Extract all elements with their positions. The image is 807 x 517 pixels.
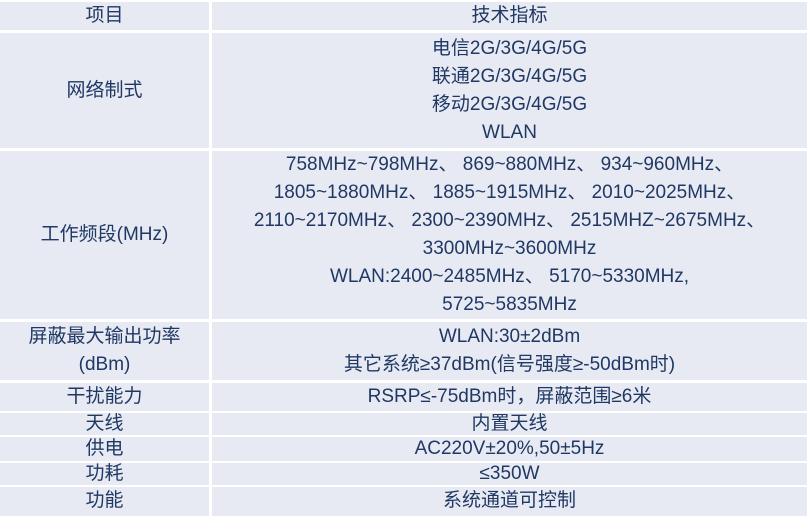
table-row: 干扰能力 RSRP≤-75dBm时，屏蔽范围≥6米: [0, 383, 807, 413]
item-label: 网络制式: [66, 79, 143, 101]
spec-line: AC220V±20%,50±5Hz: [414, 437, 605, 459]
header-spec-cell: 技术指标: [209, 2, 807, 30]
header-spec-label: 技术指标: [471, 5, 548, 26]
spec-line: 1805~1880MHz、 1885~1915MHz、 2010~2025MHz…: [273, 182, 746, 203]
spec-cell: 电信2G/3G/4G/5G 联通2G/3G/4G/5G 移动2G/3G/4G/5G W…: [209, 33, 807, 148]
spec-cell: ≤350W: [209, 463, 807, 485]
spec-line: 系统通道可控制: [442, 490, 576, 512]
table-row: 屏蔽最大输出功率 (dBm) WLAN:30±2dBm 其它系统≥37dBm(信号强…: [0, 322, 807, 383]
table-row: 供电 AC220V±20%,50±5Hz: [0, 437, 807, 463]
spec-line: 联通2G/3G/4G/5G: [431, 65, 588, 87]
item-cell: 供电: [0, 437, 209, 461]
spec-line: 内置天线: [471, 412, 548, 434]
spec-line: 758MHz~798MHz、 869~880MHz、 934~960MHz、: [285, 154, 734, 175]
item-cell: 干扰能力: [0, 383, 209, 411]
item-label: 功能: [85, 490, 124, 512]
item-label: 工作频段(MHz): [40, 224, 169, 245]
table-header-row: 项目 技术指标: [0, 0, 807, 33]
spec-line: 其它系统≥37dBm(信号强度≥-50dBm时): [343, 354, 676, 375]
spec-line: 2110~2170MHz、 2300~2390MHz、 2515MHZ~2675…: [253, 210, 766, 231]
item-label: 供电: [85, 437, 124, 459]
spec-line: WLAN: [482, 121, 537, 143]
item-label: (dBm): [78, 354, 131, 375]
table-row: 网络制式 电信2G/3G/4G/5G 联通2G/3G/4G/5G 移动2G/3G/4…: [0, 33, 807, 151]
item-cell: 工作频段(MHz): [0, 151, 209, 319]
spec-line: 电信2G/3G/4G/5G: [431, 37, 588, 59]
spec-cell: RSRP≤-75dBm时，屏蔽范围≥6米: [209, 383, 807, 411]
table-row: 工作频段(MHz) 758MHz~798MHz、 869~880MHz、 934…: [0, 151, 807, 322]
item-cell: 天线: [0, 413, 209, 435]
spec-line: WLAN:2400~2485MHz、 5170~5330MHz,: [329, 266, 690, 287]
spec-cell: 758MHz~798MHz、 869~880MHz、 934~960MHz、 18…: [209, 151, 807, 319]
spec-line: RSRP≤-75dBm时，屏蔽范围≥6米: [367, 385, 652, 407]
item-label: 天线: [85, 412, 124, 434]
header-item-cell: 项目: [0, 2, 209, 30]
table-row: 功耗 ≤350W: [0, 463, 807, 487]
spec-cell: 内置天线: [209, 413, 807, 435]
header-item-label: 项目: [85, 5, 124, 26]
spec-line: 3300MHz~3600MHz: [422, 238, 597, 259]
item-label: 功耗: [85, 462, 124, 484]
spec-line: ≤350W: [479, 462, 540, 484]
table-row: 天线 内置天线: [0, 413, 807, 437]
spec-cell: WLAN:30±2dBm 其它系统≥37dBm(信号强度≥-50dBm时): [209, 322, 807, 380]
spec-line: 5725~5835MHz: [442, 294, 577, 315]
spec-cell: 系统通道可控制: [209, 487, 807, 516]
item-cell: 功耗: [0, 463, 209, 485]
item-cell: 屏蔽最大输出功率 (dBm): [0, 322, 209, 380]
item-label: 屏蔽最大输出功率: [28, 326, 181, 347]
spec-line: 移动2G/3G/4G/5G: [431, 93, 588, 115]
item-label: 干扰能力: [66, 385, 143, 407]
item-cell: 网络制式: [0, 33, 209, 148]
spec-line: WLAN:30±2dBm: [438, 326, 581, 347]
table-row: 功能 系统通道可控制: [0, 487, 807, 517]
spec-cell: AC220V±20%,50±5Hz: [209, 437, 807, 461]
item-cell: 功能: [0, 487, 209, 516]
